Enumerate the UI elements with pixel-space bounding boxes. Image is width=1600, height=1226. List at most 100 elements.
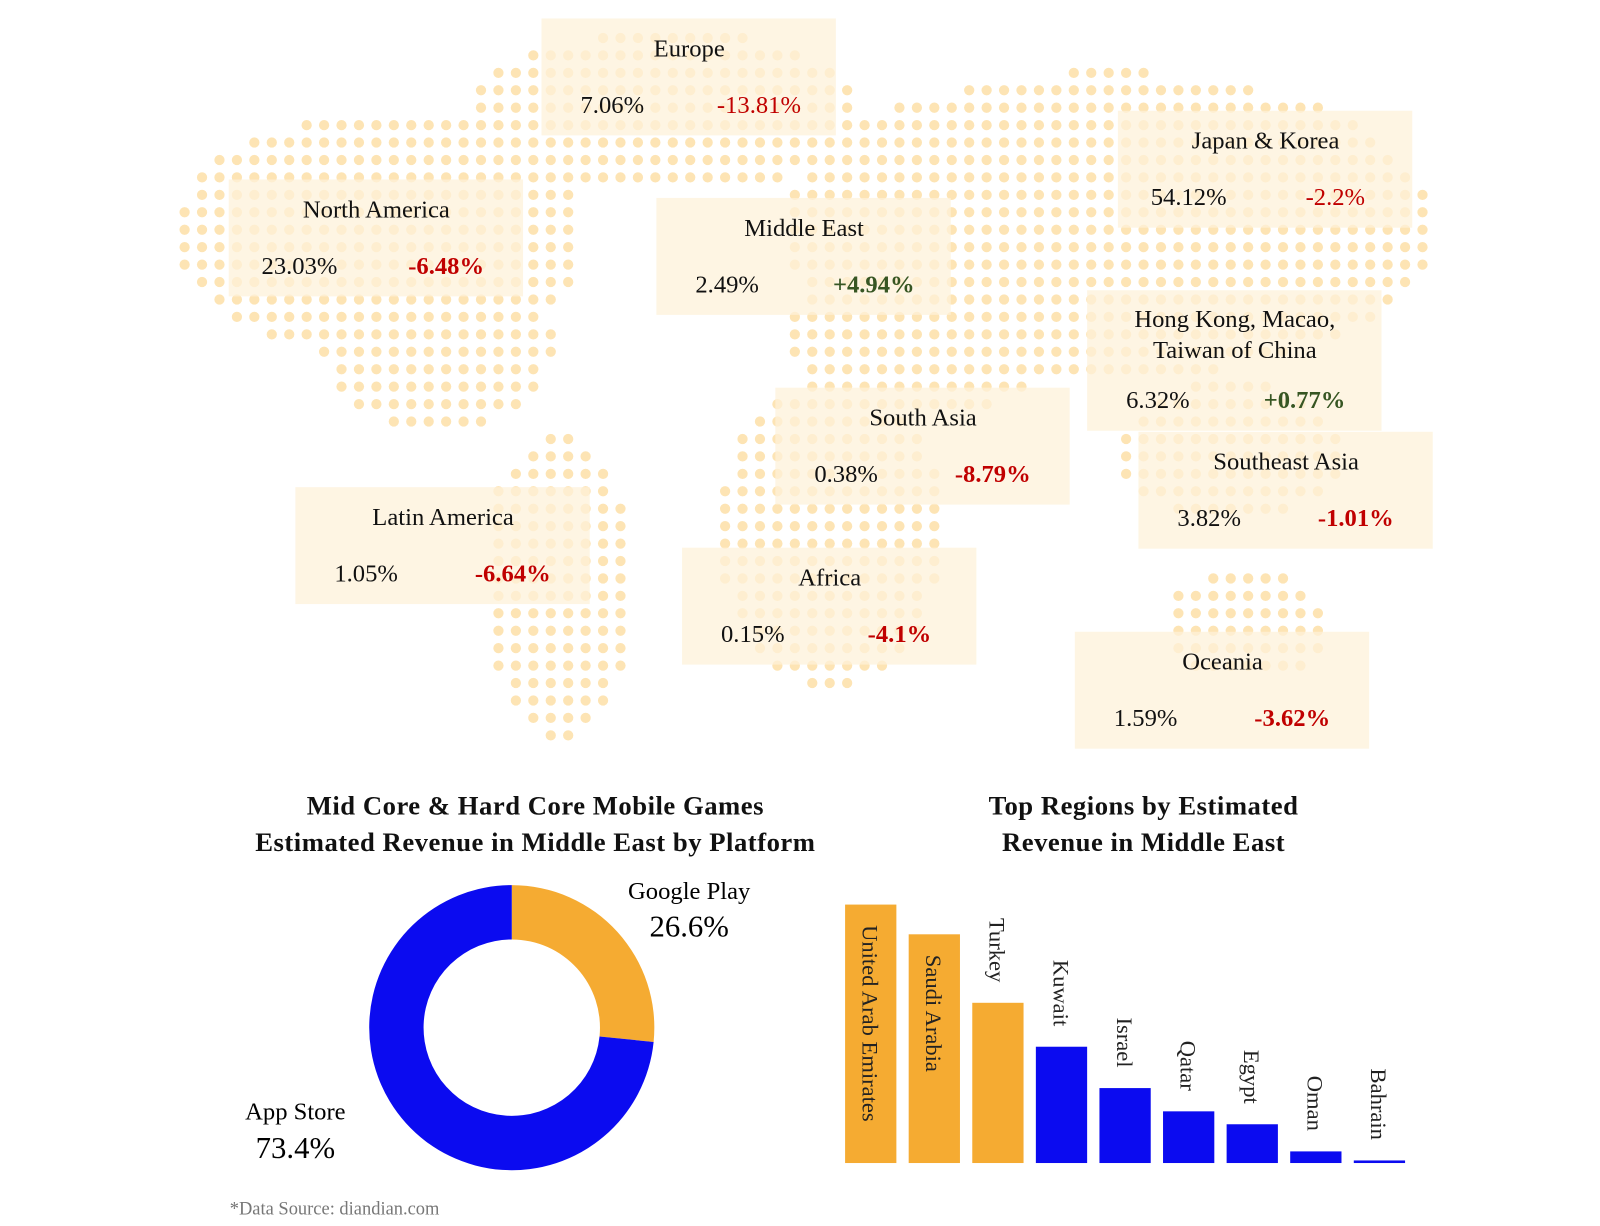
map-dot xyxy=(545,451,556,462)
region-share: 3.82% xyxy=(1177,505,1241,533)
map-dot xyxy=(929,503,940,514)
map-dot xyxy=(528,67,539,78)
map-dot xyxy=(528,50,539,61)
map-dot xyxy=(441,119,452,131)
map-dot xyxy=(1120,85,1132,96)
map-dot xyxy=(493,67,504,78)
map-dot xyxy=(1208,276,1219,288)
map-dot xyxy=(807,677,818,689)
map-dot xyxy=(1243,85,1254,96)
map-dot xyxy=(563,451,574,462)
map-dot xyxy=(789,329,800,340)
map-dot xyxy=(1173,259,1184,270)
map-dot xyxy=(998,259,1010,270)
map-dot xyxy=(946,102,957,113)
map-dot xyxy=(1051,311,1062,323)
map-dot xyxy=(475,329,487,340)
map-dot xyxy=(423,329,434,340)
map-dot xyxy=(371,137,382,148)
map-dot xyxy=(597,625,609,636)
map-dot xyxy=(563,608,574,619)
map-dot xyxy=(423,137,434,148)
region-change: -4.1% xyxy=(867,621,932,649)
chart-title: Mid Core & Hard Core Mobile Games xyxy=(306,790,765,821)
map-dot xyxy=(528,207,539,218)
map-dot xyxy=(406,137,417,148)
map-dot xyxy=(929,172,940,183)
map-dot xyxy=(859,137,870,148)
map-dot xyxy=(493,346,504,357)
map-dot xyxy=(946,119,957,131)
map-dot xyxy=(911,346,923,357)
map-dot xyxy=(1312,276,1324,288)
map-dot xyxy=(911,538,923,549)
map-dot xyxy=(929,189,940,200)
map-dot xyxy=(929,137,940,148)
map-dot xyxy=(1347,259,1358,270)
map-dot xyxy=(1086,172,1097,183)
map-dot xyxy=(998,311,1010,323)
map-dot xyxy=(423,119,434,131)
map-dot xyxy=(528,259,539,270)
map-dot xyxy=(911,329,923,340)
map-dot xyxy=(1225,276,1236,288)
map-dot xyxy=(528,364,539,375)
map-dot xyxy=(946,189,957,200)
map-dot xyxy=(580,660,591,671)
map-dot xyxy=(1173,85,1184,96)
map-dot xyxy=(946,137,957,148)
map-dot xyxy=(1033,85,1045,96)
map-dot xyxy=(214,189,225,200)
map-dot xyxy=(458,398,469,410)
map-dot xyxy=(632,137,644,148)
map-dot xyxy=(545,433,556,445)
map-dot xyxy=(1243,242,1254,253)
map-dot xyxy=(545,346,556,357)
map-dot xyxy=(615,503,626,514)
map-dot xyxy=(964,207,975,218)
map-dot xyxy=(876,521,888,532)
map-dot xyxy=(1016,85,1027,96)
map-dot xyxy=(510,695,522,706)
map-dot xyxy=(998,207,1010,218)
map-dot xyxy=(772,538,783,549)
map-dot xyxy=(1120,102,1132,113)
map-dot xyxy=(423,364,434,375)
map-dot xyxy=(336,381,347,392)
map-dot xyxy=(423,416,434,427)
map-dot xyxy=(458,137,469,148)
map-dot xyxy=(1051,119,1062,131)
map-dot xyxy=(998,137,1010,148)
map-dot xyxy=(214,172,225,183)
map-dot xyxy=(371,364,382,375)
map-dot xyxy=(510,294,522,305)
map-dot xyxy=(876,137,888,148)
map-dot xyxy=(493,119,504,131)
map-dot xyxy=(510,364,522,375)
map-dot xyxy=(807,364,818,375)
map-dot xyxy=(615,521,626,532)
map-dot xyxy=(981,102,992,113)
map-dot xyxy=(266,154,277,166)
map-dot xyxy=(336,137,347,148)
region-share: 0.38% xyxy=(814,461,878,489)
map-dot xyxy=(772,137,783,148)
map-dot xyxy=(1086,259,1097,270)
map-dot xyxy=(458,364,469,375)
map-dot xyxy=(388,329,399,340)
map-dot xyxy=(284,329,295,340)
map-dot xyxy=(336,154,347,166)
donut-segment xyxy=(511,885,655,1042)
map-dot xyxy=(1243,102,1254,113)
map-dot xyxy=(441,294,452,305)
map-dot xyxy=(1120,433,1132,445)
map-dot xyxy=(214,224,225,235)
map-dot xyxy=(493,643,504,654)
map-dot xyxy=(894,189,905,200)
map-dot xyxy=(196,207,208,218)
map-dot xyxy=(597,503,609,514)
map-dot xyxy=(510,608,522,619)
map-dot xyxy=(1312,242,1324,253)
map-dot xyxy=(842,521,853,532)
map-dot xyxy=(1277,242,1289,253)
